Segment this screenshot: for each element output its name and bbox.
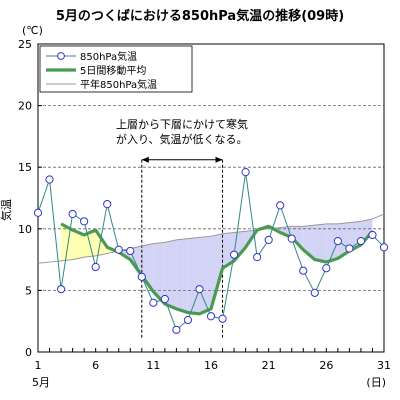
observed-point — [33, 208, 43, 217]
below-normal-fill — [199, 236, 211, 314]
axes — [37, 43, 385, 353]
month-label: 5月 — [32, 376, 50, 389]
observed-point — [56, 285, 66, 294]
y-tick-label: 0 — [25, 346, 32, 359]
series — [33, 168, 389, 334]
y-unit-label: (℃) — [22, 24, 43, 37]
legend-label: 850hPa気温 — [80, 50, 137, 63]
observed-point — [368, 230, 377, 240]
below-normal-fill — [153, 242, 165, 304]
y-tick-label: 25 — [18, 38, 32, 51]
x-tick-label: 1 — [35, 359, 42, 372]
annotation-text: 上層から下層にかけて寒気 — [116, 117, 248, 131]
legend-label: 平年850hPa気温 — [80, 78, 157, 91]
observed-point — [45, 175, 54, 184]
y-tick-label: 5 — [25, 284, 32, 297]
observed-point — [137, 272, 146, 281]
observed-point — [91, 262, 100, 272]
y-tick-label: 20 — [18, 100, 32, 113]
x-tick-label: 26 — [319, 359, 333, 372]
observed-point — [333, 237, 342, 246]
observed-point — [299, 266, 308, 275]
chart-title: 5月のつくばにおける850hPa気温の推移(09時) — [56, 8, 344, 24]
observed-point — [276, 201, 285, 210]
y-tick-label: 15 — [18, 161, 32, 174]
observed-point — [103, 200, 112, 209]
observed-point — [206, 312, 216, 321]
legend-label: 5日間移動平均 — [80, 64, 146, 77]
observed-point — [218, 314, 227, 323]
x-tick-label: 6 — [92, 359, 99, 372]
below-normal-fill — [291, 226, 304, 250]
observed-point — [345, 244, 354, 253]
legend-observed-marker — [57, 52, 65, 60]
observed-point — [229, 250, 239, 259]
moving-average-line — [60, 222, 374, 316]
below-normal-fill — [222, 232, 235, 269]
below-normal-fill — [176, 238, 188, 313]
observed-point — [114, 245, 123, 254]
observed-point — [160, 294, 169, 304]
observed-point — [172, 325, 181, 334]
x-tick-label: 21 — [262, 359, 276, 372]
observed-point — [68, 209, 77, 219]
y-axis-label: 気温 — [0, 199, 13, 221]
below-normal-fill — [314, 223, 327, 263]
observed-point — [149, 298, 158, 307]
x-tick-label: 16 — [204, 359, 218, 372]
observed-point — [183, 315, 193, 325]
normal-temperature-line — [37, 213, 385, 264]
observed-point — [356, 237, 366, 246]
observed-point — [310, 288, 319, 297]
observed-point — [287, 234, 296, 243]
observed-point — [80, 217, 89, 226]
x-unit-label: (日) — [366, 376, 386, 389]
annotation-text: が入り、気温が低くなる。 — [116, 132, 248, 146]
below-normal-fill — [164, 239, 177, 309]
observed-point — [322, 264, 331, 273]
y-tick-label: 10 — [18, 223, 32, 236]
observed-point — [253, 253, 262, 262]
above-normal-fill — [72, 230, 85, 260]
x-tick-label: 31 — [377, 359, 391, 372]
below-normal-fill — [187, 237, 200, 314]
annotation-arrowhead-right — [215, 156, 223, 163]
x-tick-label: 11 — [146, 359, 160, 372]
observed-point — [379, 243, 389, 252]
observed-point — [241, 168, 250, 177]
observed-point — [264, 235, 273, 244]
annotation-arrowhead-left — [141, 156, 149, 163]
observed-point — [126, 246, 135, 256]
observed-point — [195, 285, 204, 294]
below-normal-fill — [326, 223, 338, 263]
